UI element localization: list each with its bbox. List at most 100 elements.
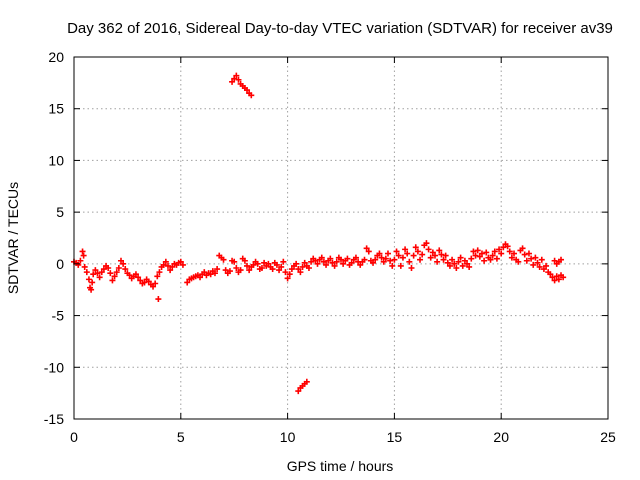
data-point xyxy=(323,261,330,268)
data-point xyxy=(320,258,327,265)
data-point xyxy=(340,260,347,267)
data-point xyxy=(207,271,214,278)
data-point xyxy=(402,246,409,253)
data-point xyxy=(365,248,372,255)
data-point xyxy=(162,258,169,265)
y-tick-label: -15 xyxy=(44,411,64,427)
data-point xyxy=(273,261,280,268)
data-point xyxy=(75,261,82,268)
data-point xyxy=(344,255,351,262)
data-point xyxy=(155,296,162,303)
data-point xyxy=(278,263,285,270)
data-point xyxy=(363,245,370,252)
data-point xyxy=(329,259,336,266)
data-point xyxy=(493,255,500,262)
data-point xyxy=(318,254,325,261)
data-point xyxy=(105,264,112,271)
data-point xyxy=(496,246,503,253)
data-point xyxy=(295,266,302,273)
data-point xyxy=(417,256,424,263)
data-point xyxy=(449,256,456,263)
data-point xyxy=(453,264,460,271)
data-point xyxy=(423,240,430,247)
y-tick-label: 15 xyxy=(48,101,64,117)
data-point xyxy=(85,276,92,283)
data-point xyxy=(384,250,391,257)
data-point xyxy=(301,259,308,266)
data-point xyxy=(79,248,86,255)
data-point xyxy=(197,274,204,281)
data-point xyxy=(551,257,558,264)
data-point xyxy=(391,256,398,263)
data-point xyxy=(92,267,99,274)
data-point xyxy=(184,279,191,286)
data-point xyxy=(90,271,97,278)
data-point xyxy=(297,269,304,276)
data-point xyxy=(237,267,244,274)
x-tick-labels: 0 5 10 15 20 25 xyxy=(70,429,616,445)
data-point xyxy=(397,262,404,269)
data-point xyxy=(77,257,84,264)
data-point xyxy=(246,267,253,274)
data-point xyxy=(511,250,518,257)
data-point xyxy=(229,78,236,85)
data-point xyxy=(160,261,167,268)
data-point xyxy=(177,258,184,265)
data-point xyxy=(154,273,161,280)
data-point xyxy=(461,257,468,264)
data-point xyxy=(361,256,368,263)
data-point xyxy=(141,279,148,286)
data-point xyxy=(254,260,261,267)
data-point xyxy=(498,250,505,257)
axis-ticks xyxy=(73,56,609,420)
data-point xyxy=(547,271,554,278)
data-point xyxy=(214,266,221,273)
data-point xyxy=(80,252,87,259)
data-point xyxy=(169,263,176,270)
data-point xyxy=(419,251,426,258)
data-point xyxy=(508,254,515,261)
data-point xyxy=(167,267,174,274)
data-point xyxy=(519,245,526,252)
data-point xyxy=(276,267,283,274)
data-point xyxy=(269,266,276,273)
data-point xyxy=(399,254,406,261)
data-point xyxy=(376,250,383,257)
y-tick-label: 20 xyxy=(48,49,64,65)
x-tick-label: 25 xyxy=(600,429,616,445)
data-point xyxy=(338,256,344,263)
data-point xyxy=(466,263,473,270)
y-axis-label: SDTVAR / TECUs xyxy=(5,182,21,294)
x-tick-label: 10 xyxy=(280,429,296,445)
data-point xyxy=(132,271,139,278)
data-point xyxy=(244,87,251,94)
data-point xyxy=(81,263,88,270)
data-point xyxy=(389,262,396,269)
data-point xyxy=(476,253,483,260)
data-point xyxy=(135,274,142,281)
data-point xyxy=(120,260,127,267)
data-point xyxy=(427,254,434,261)
data-point xyxy=(528,255,535,262)
data-point xyxy=(455,258,462,265)
data-points xyxy=(71,72,567,395)
data-point xyxy=(164,262,171,269)
data-point xyxy=(314,260,321,267)
data-point xyxy=(226,268,233,275)
data-point xyxy=(83,269,90,276)
data-point xyxy=(532,254,539,261)
data-point xyxy=(261,259,268,266)
y-tick-label: -10 xyxy=(44,359,64,375)
data-point xyxy=(265,260,272,267)
data-point xyxy=(474,247,481,254)
data-point xyxy=(122,266,129,273)
y-tick-label: -5 xyxy=(52,308,65,324)
data-point xyxy=(414,248,421,255)
data-point xyxy=(333,258,340,265)
data-point xyxy=(530,261,537,268)
data-point xyxy=(305,264,312,271)
data-point xyxy=(233,72,240,79)
data-point xyxy=(107,270,114,277)
data-point xyxy=(451,260,458,267)
data-point xyxy=(370,259,377,266)
